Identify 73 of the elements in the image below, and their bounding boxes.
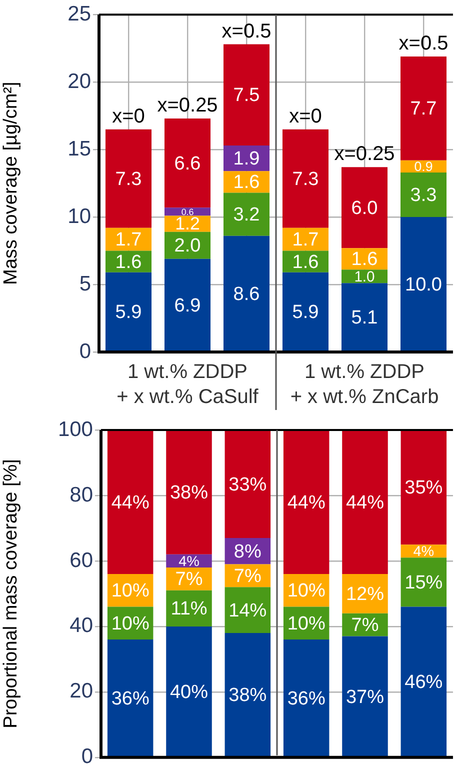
data-label: 3.2 [233,204,260,226]
data-label: 7.7 [410,98,437,120]
data-label: 35% [404,478,443,499]
data-label: 38% [170,482,208,504]
y-tick-label: 60 [70,548,93,572]
data-label: 0.9 [414,159,433,174]
data-label: 5.9 [115,302,142,324]
annotation: x=0 [289,105,322,128]
text: 1 wt.% ZDDP + x wt.% CaSulf [116,361,259,408]
data-label: 10% [111,613,150,634]
data-label: 1.6 [351,249,378,270]
annotation: x=0.5 [222,20,272,42]
data-label: 4% [178,554,200,570]
data-label: 5.1 [351,308,378,329]
data-label: 15% [404,572,443,594]
annotation: x=0.5 [398,32,448,54]
y-axis-title: Mass coverage [µg/cm²] [0,82,22,285]
data-label: 4% [413,544,434,560]
data-label: 1.7 [115,230,142,251]
data-label: 10% [287,580,326,602]
y-axis-title: Proportional mass coverage [%] [0,459,22,728]
data-label: 6.6 [174,153,201,174]
y-tick-label: 5 [79,272,91,296]
data-label: 5.9 [292,302,319,324]
data-label: 7% [351,615,379,636]
data-label: 33% [228,474,267,496]
data-label: 3.3 [410,185,437,206]
data-label: 11% [170,598,208,620]
data-label: 10% [111,580,150,602]
data-label: 14% [228,600,267,622]
data-label: 7.5 [233,85,260,106]
data-label: 44% [287,492,326,514]
y-tick-label: 0 [81,745,93,768]
data-label: 37% [346,686,384,708]
data-label: 10.0 [405,274,442,296]
data-label: 8% [234,541,262,562]
y-tick-label: 80 [70,483,93,506]
y-tick-label: 40 [70,614,93,638]
data-label: 46% [404,672,443,694]
data-label: 8.6 [233,284,260,305]
data-label: 1.7 [292,230,319,251]
data-label: 1.6 [233,172,260,194]
y-tick-label: 100 [58,418,93,441]
data-label: 6.9 [174,295,201,316]
data-label: 6.0 [351,198,378,219]
annotation: x=0.25 [334,143,395,166]
data-label: 2.0 [174,236,201,257]
text: 1 wt.% ZDDP + x wt.% ZnCarb [290,361,439,408]
data-label: 38% [228,685,267,706]
data-label: 12% [346,584,384,605]
data-label: 40% [170,682,208,703]
data-label: 44% [346,492,384,514]
y-tick-label: 20 [68,70,91,93]
data-label: 36% [111,688,150,710]
data-label: 36% [287,688,326,710]
data-label: 1.6 [292,252,319,273]
data-label: 1.6 [115,252,142,273]
y-tick-label: 20 [70,680,93,703]
data-label: 7.3 [292,168,319,190]
data-label: 44% [111,492,150,514]
annotation: x=0.25 [157,94,218,117]
data-label: 7% [234,566,262,587]
data-label: 10% [287,613,326,634]
data-label: 1.9 [233,148,260,170]
y-tick-label: 25 [68,2,91,26]
data-label: 7% [175,569,203,590]
y-tick-label: 10 [68,204,91,228]
annotation: x=0 [112,105,145,128]
data-label: 1.0 [354,270,375,286]
data-label: 7.3 [115,168,142,190]
data-label: 0.6 [181,207,194,218]
y-tick-label: 0 [79,340,91,363]
y-tick-label: 15 [68,137,91,160]
